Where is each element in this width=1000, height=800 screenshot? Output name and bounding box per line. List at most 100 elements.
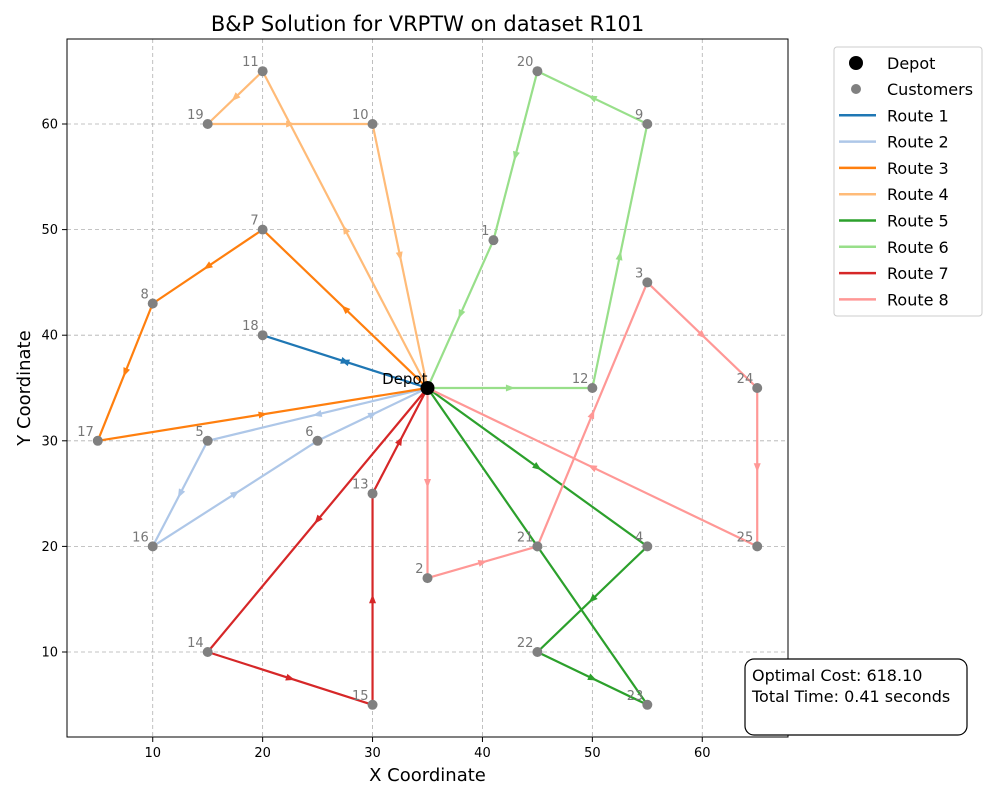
customer-point	[257, 330, 268, 341]
customer-label: 13	[352, 478, 369, 493]
customer-point	[367, 488, 378, 499]
customer-label: 16	[132, 530, 149, 545]
customer-label: 7	[250, 214, 258, 229]
route-arrow	[123, 367, 130, 377]
customer-label: 20	[517, 55, 534, 70]
route-arrow	[588, 593, 598, 603]
customer-point	[202, 119, 213, 130]
plot-frame	[66, 38, 789, 738]
y-tick-label: 50	[41, 223, 58, 238]
legend-route-label-2: Route 2	[887, 133, 949, 152]
x-axis-label: X Coordinate	[369, 765, 486, 786]
customer-point	[257, 224, 268, 235]
x-tick-label: 40	[474, 746, 491, 761]
route-arrow	[258, 411, 268, 419]
legend-route-label-1: Route 1	[887, 106, 949, 125]
legend-customers-label: Customers	[887, 80, 973, 99]
customer-label: 5	[195, 425, 203, 440]
customer-point	[367, 699, 378, 710]
customer-point	[202, 435, 213, 446]
route-arrow	[231, 92, 241, 102]
x-tick-label: 10	[144, 746, 161, 761]
legend-depot-label: Depot	[887, 54, 935, 73]
customer-point	[257, 66, 268, 77]
route-arrow	[341, 305, 351, 315]
customer-point	[532, 646, 543, 657]
customer-label: 12	[572, 372, 589, 387]
route-arrow	[229, 490, 240, 499]
customer-point	[367, 119, 378, 130]
customer-label: 15	[352, 689, 369, 704]
customer-point	[532, 66, 543, 77]
legend-customers-marker	[851, 84, 861, 94]
customer-point	[312, 435, 323, 446]
y-axis-label: Y Coordinate	[14, 330, 35, 446]
customer-label: 4	[635, 530, 643, 545]
customer-point	[147, 298, 158, 309]
customer-point	[642, 119, 653, 130]
y-tick-label: 40	[41, 329, 58, 344]
customer-point	[92, 435, 103, 446]
optimal-cost-text: Optimal Cost: 618.10	[752, 666, 922, 685]
customer-label: 18	[242, 319, 259, 334]
customer-label: 6	[305, 425, 313, 440]
y-tick-label: 10	[41, 645, 58, 660]
customer-label: 17	[77, 425, 94, 440]
route-arrow	[587, 409, 595, 420]
legend-route-label-3: Route 3	[887, 159, 949, 178]
customer-point	[488, 235, 499, 246]
y-tick-label: 60	[41, 118, 58, 133]
route-arrow	[367, 412, 378, 420]
route-arrow	[285, 673, 295, 681]
route-line-7	[206, 387, 429, 706]
customer-label: 10	[352, 108, 369, 123]
route-arrow	[587, 95, 598, 103]
route-arrow	[458, 309, 466, 319]
customer-label: 24	[737, 372, 754, 387]
summary-box: Optimal Cost: 618.10 Total Time: 0.41 se…	[744, 658, 968, 736]
customer-point	[532, 541, 543, 552]
axis-ticks: 10 20 30 40 50 60 10 20 30 40 50 60	[41, 118, 710, 761]
customer-label: 14	[187, 636, 204, 651]
legend-route-label-5: Route 5	[887, 212, 949, 231]
x-tick-label: 30	[364, 746, 381, 761]
legend: Depot Customers Route 1 Route 2 Route 3 Route…	[833, 46, 983, 317]
x-tick-label: 60	[694, 746, 711, 761]
route-arrow	[513, 150, 520, 161]
customer-label: 19	[187, 108, 204, 123]
depot-point	[420, 381, 435, 395]
route-arrow	[532, 462, 542, 471]
summary-frame	[744, 658, 968, 736]
chart-title: B&P Solution for VRPTW on dataset R101	[211, 12, 644, 36]
x-tick-label: 20	[254, 746, 271, 761]
legend-depot-marker	[849, 56, 863, 70]
route-arrow	[753, 463, 761, 473]
y-tick-label: 30	[41, 434, 58, 449]
customer-point	[752, 383, 763, 393]
total-time-text: Total Time: 0.41 seconds	[751, 687, 950, 706]
customer-point	[587, 383, 598, 393]
route-arrow	[312, 410, 323, 417]
route-arrow	[395, 436, 403, 446]
customer-point	[642, 541, 653, 552]
customer-label: 1	[481, 224, 489, 239]
legend-route-label-6: Route 6	[887, 238, 949, 257]
route-arrow	[505, 384, 515, 392]
route-arrow	[203, 261, 213, 270]
route-arrow	[369, 594, 377, 604]
depot-label: Depot	[382, 370, 427, 388]
customer-point	[422, 573, 433, 584]
route-arrow	[696, 329, 706, 339]
route-arrow	[615, 251, 623, 261]
route-arrow	[587, 465, 598, 473]
route-arrow	[342, 225, 351, 235]
route-arrow	[424, 479, 431, 489]
legend-route-label-8: Route 8	[887, 290, 949, 309]
route-arrow	[340, 357, 350, 364]
x-tick-label: 50	[584, 746, 601, 761]
customer-point	[147, 541, 158, 552]
customer-label: 2	[415, 562, 423, 577]
customer-label: 23	[627, 689, 644, 704]
customer-label: 21	[517, 530, 534, 545]
